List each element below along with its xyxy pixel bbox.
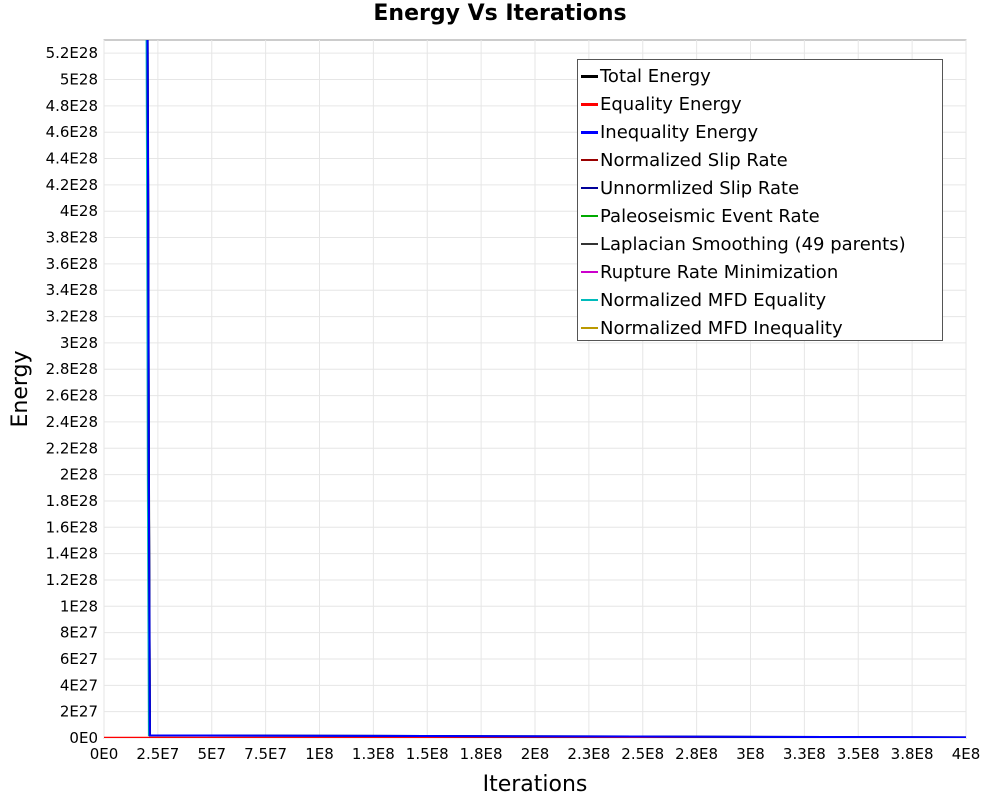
y-tick-label: 3.4E28 xyxy=(46,281,98,299)
legend-label: Unnormlized Slip Rate xyxy=(600,177,800,199)
y-tick-label: 6E27 xyxy=(60,650,98,668)
legend-item: Laplacian Smoothing (49 parents) xyxy=(581,230,942,258)
y-tick-label: 8E27 xyxy=(60,624,98,642)
y-tick-label: 4.6E28 xyxy=(46,123,98,141)
legend-label: Rupture Rate Minimization xyxy=(600,261,839,283)
y-tick-label: 2.2E28 xyxy=(46,439,98,457)
y-tick-label: 3E28 xyxy=(60,334,98,352)
x-tick-label: 3.3E8 xyxy=(783,745,826,763)
legend-swatch xyxy=(581,130,598,134)
y-tick-label: 3.2E28 xyxy=(46,308,98,326)
x-axis-label: Iterations xyxy=(483,772,588,797)
x-tick-label: 3E8 xyxy=(736,745,765,763)
y-tick-label: 2.4E28 xyxy=(46,413,98,431)
x-tick-label: 2.5E7 xyxy=(136,745,179,763)
y-tick-label: 2.8E28 xyxy=(46,360,98,378)
y-tick-label: 5.2E28 xyxy=(46,44,98,62)
legend-item: Normalized MFD Inequality xyxy=(581,314,942,342)
legend-label: Laplacian Smoothing (49 parents) xyxy=(600,233,906,255)
y-tick-label: 4.2E28 xyxy=(46,176,98,194)
legend-label: Paleoseismic Event Rate xyxy=(600,205,820,227)
x-tick-label: 2E8 xyxy=(521,745,550,763)
y-tick-label: 1E28 xyxy=(60,597,98,615)
y-tick-label: 3.6E28 xyxy=(46,255,98,273)
x-tick-label: 3.5E8 xyxy=(837,745,880,763)
legend-item: Unnormlized Slip Rate xyxy=(581,174,942,202)
y-tick-label: 4E28 xyxy=(60,202,98,220)
legend-label: Normalized Slip Rate xyxy=(600,149,788,171)
y-tick-label: 2.6E28 xyxy=(46,387,98,405)
legend-swatch xyxy=(581,187,598,189)
legend-swatch xyxy=(581,271,598,273)
y-tick-label: 4.8E28 xyxy=(46,97,98,115)
y-tick-label: 2E28 xyxy=(60,466,98,484)
legend-swatch xyxy=(581,159,598,161)
legend-label: Equality Energy xyxy=(600,93,742,115)
legend-label: Inequality Energy xyxy=(600,121,759,143)
legend-swatch xyxy=(581,243,598,245)
y-tick-label: 1.4E28 xyxy=(46,545,98,563)
y-tick-label: 2E27 xyxy=(60,703,98,721)
x-tick-label: 3.8E8 xyxy=(891,745,934,763)
y-tick-label: 1.6E28 xyxy=(46,518,98,536)
legend-item: Inequality Energy xyxy=(581,118,942,146)
legend-item: Normalized MFD Equality xyxy=(581,286,942,314)
x-tick-label: 2.3E8 xyxy=(567,745,610,763)
y-axis-label: Energy xyxy=(8,350,33,427)
y-tick-label: 5E28 xyxy=(60,71,98,89)
legend-label: Total Energy xyxy=(600,65,711,87)
x-tick-label: 1E8 xyxy=(305,745,334,763)
x-tick-label: 1.8E8 xyxy=(460,745,503,763)
legend-label: Normalized MFD Inequality xyxy=(600,317,843,339)
x-tick-label: 2.5E8 xyxy=(621,745,664,763)
x-tick-label: 1.5E8 xyxy=(406,745,449,763)
legend-item: Rupture Rate Minimization xyxy=(581,258,942,286)
x-tick-label: 7.5E7 xyxy=(244,745,287,763)
y-tick-label: 4E27 xyxy=(60,676,98,694)
series-line-inequality-energy xyxy=(146,40,966,738)
legend-item: Total Energy xyxy=(581,62,942,90)
chart-title: Energy Vs Iterations xyxy=(373,1,627,26)
y-tick-label: 4.4E28 xyxy=(46,150,98,168)
x-tick-label: 0E0 xyxy=(90,745,119,763)
legend-item: Normalized Slip Rate xyxy=(581,146,942,174)
x-tick-label: 1.3E8 xyxy=(352,745,395,763)
legend-swatch xyxy=(581,327,598,329)
y-tick-label: 1.2E28 xyxy=(46,571,98,589)
chart-legend: Total Energy Equality Energy Inequality En… xyxy=(577,59,943,341)
y-tick-label: 3.8E28 xyxy=(46,229,98,247)
x-tick-label: 2.8E8 xyxy=(675,745,718,763)
x-tick-label: 4E8 xyxy=(952,745,981,763)
y-tick-label: 1.8E28 xyxy=(46,492,98,510)
legend-item: Paleoseismic Event Rate xyxy=(581,202,942,230)
legend-swatch xyxy=(581,102,598,106)
legend-label: Normalized MFD Equality xyxy=(600,289,827,311)
legend-swatch xyxy=(581,74,598,78)
legend-swatch xyxy=(581,299,598,301)
legend-item: Equality Energy xyxy=(581,90,942,118)
x-tick-label: 5E7 xyxy=(197,745,226,763)
y-tick-label: 0E0 xyxy=(69,729,98,747)
legend-swatch xyxy=(581,215,598,217)
